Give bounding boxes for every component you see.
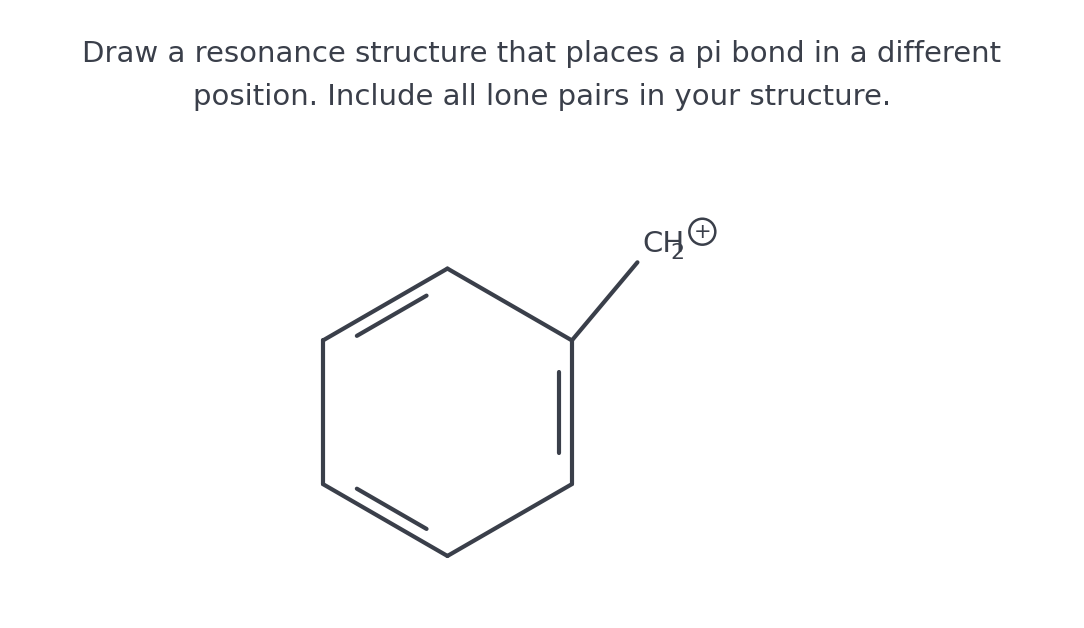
Text: 2: 2 — [671, 243, 685, 263]
Text: position. Include all lone pairs in your structure.: position. Include all lone pairs in your… — [193, 83, 891, 111]
Text: CH: CH — [642, 230, 684, 257]
Text: +: + — [694, 222, 711, 242]
Text: Draw a resonance structure that places a pi bond in a different: Draw a resonance structure that places a… — [82, 40, 1002, 68]
